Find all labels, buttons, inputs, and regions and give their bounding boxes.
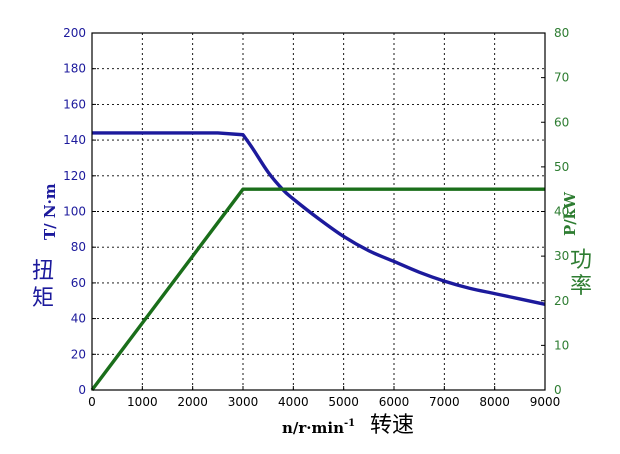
y-right-tick-label: 50 xyxy=(554,160,569,174)
y-right-axis-label-cn-2: 率 xyxy=(570,274,592,299)
y-left-tick-label: 140 xyxy=(63,133,86,147)
x-axis-label-exponent: -1 xyxy=(344,418,355,429)
x-tick-label: 0 xyxy=(88,395,96,409)
y-right-tick-label: 80 xyxy=(554,26,569,40)
x-tick-label: 4000 xyxy=(278,395,309,409)
y-left-axis-label: T/ N·m xyxy=(41,183,59,240)
y-right-tick-label: 40 xyxy=(554,205,569,219)
x-tick-label: 7000 xyxy=(429,395,460,409)
y-right-tick-label: 30 xyxy=(554,249,569,263)
x-tick-label: 8000 xyxy=(479,395,510,409)
y-left-tick-label: 40 xyxy=(71,312,86,326)
y-left-tick-label: 100 xyxy=(63,205,86,219)
x-tick-label: 5000 xyxy=(328,395,359,409)
x-axis-label-cn: 转速 xyxy=(370,413,414,438)
y-left-tick-label: 160 xyxy=(63,97,86,111)
y-left-tick-label: 120 xyxy=(63,169,86,183)
x-tick-label: 9000 xyxy=(530,395,561,409)
y-right-tick-label: 70 xyxy=(554,71,569,85)
x-axis-label: n/r·min-1 xyxy=(282,418,355,437)
x-tick-label: 3000 xyxy=(228,395,259,409)
y-left-tick-label: 20 xyxy=(71,347,86,361)
x-axis-label-main: n/r·min xyxy=(282,419,344,437)
y-left-tick-label: 200 xyxy=(63,26,86,40)
grid-layer xyxy=(92,33,545,390)
y-right-axis-label-cn-1: 功 xyxy=(570,248,592,273)
y-right-tick-label: 20 xyxy=(554,294,569,308)
x-tick-label: 6000 xyxy=(379,395,410,409)
ticks-layer: 0 1000 2000 3000 4000 5000 6000 7000 8000 9000020… xyxy=(63,26,569,409)
y-right-tick-label: 60 xyxy=(554,115,569,129)
y-left-tick-label: 180 xyxy=(63,62,86,76)
y-left-tick-label: 0 xyxy=(78,383,86,397)
power-curve xyxy=(90,187,545,392)
x-tick-label: 2000 xyxy=(177,395,208,409)
y-right-tick-label: 0 xyxy=(554,383,562,397)
y-left-tick-label: 80 xyxy=(71,240,86,254)
y-left-axis-label-cn-1: 扭 xyxy=(32,259,54,284)
y-left-axis-label-cn-2: 矩 xyxy=(32,286,54,311)
y-right-axis-label: P/kW xyxy=(561,191,579,236)
y-right-tick-label: 10 xyxy=(554,338,569,352)
x-tick-label: 1000 xyxy=(127,395,158,409)
y-left-tick-label: 60 xyxy=(71,276,86,290)
series-layer xyxy=(90,131,546,392)
torque-curve xyxy=(92,131,546,306)
